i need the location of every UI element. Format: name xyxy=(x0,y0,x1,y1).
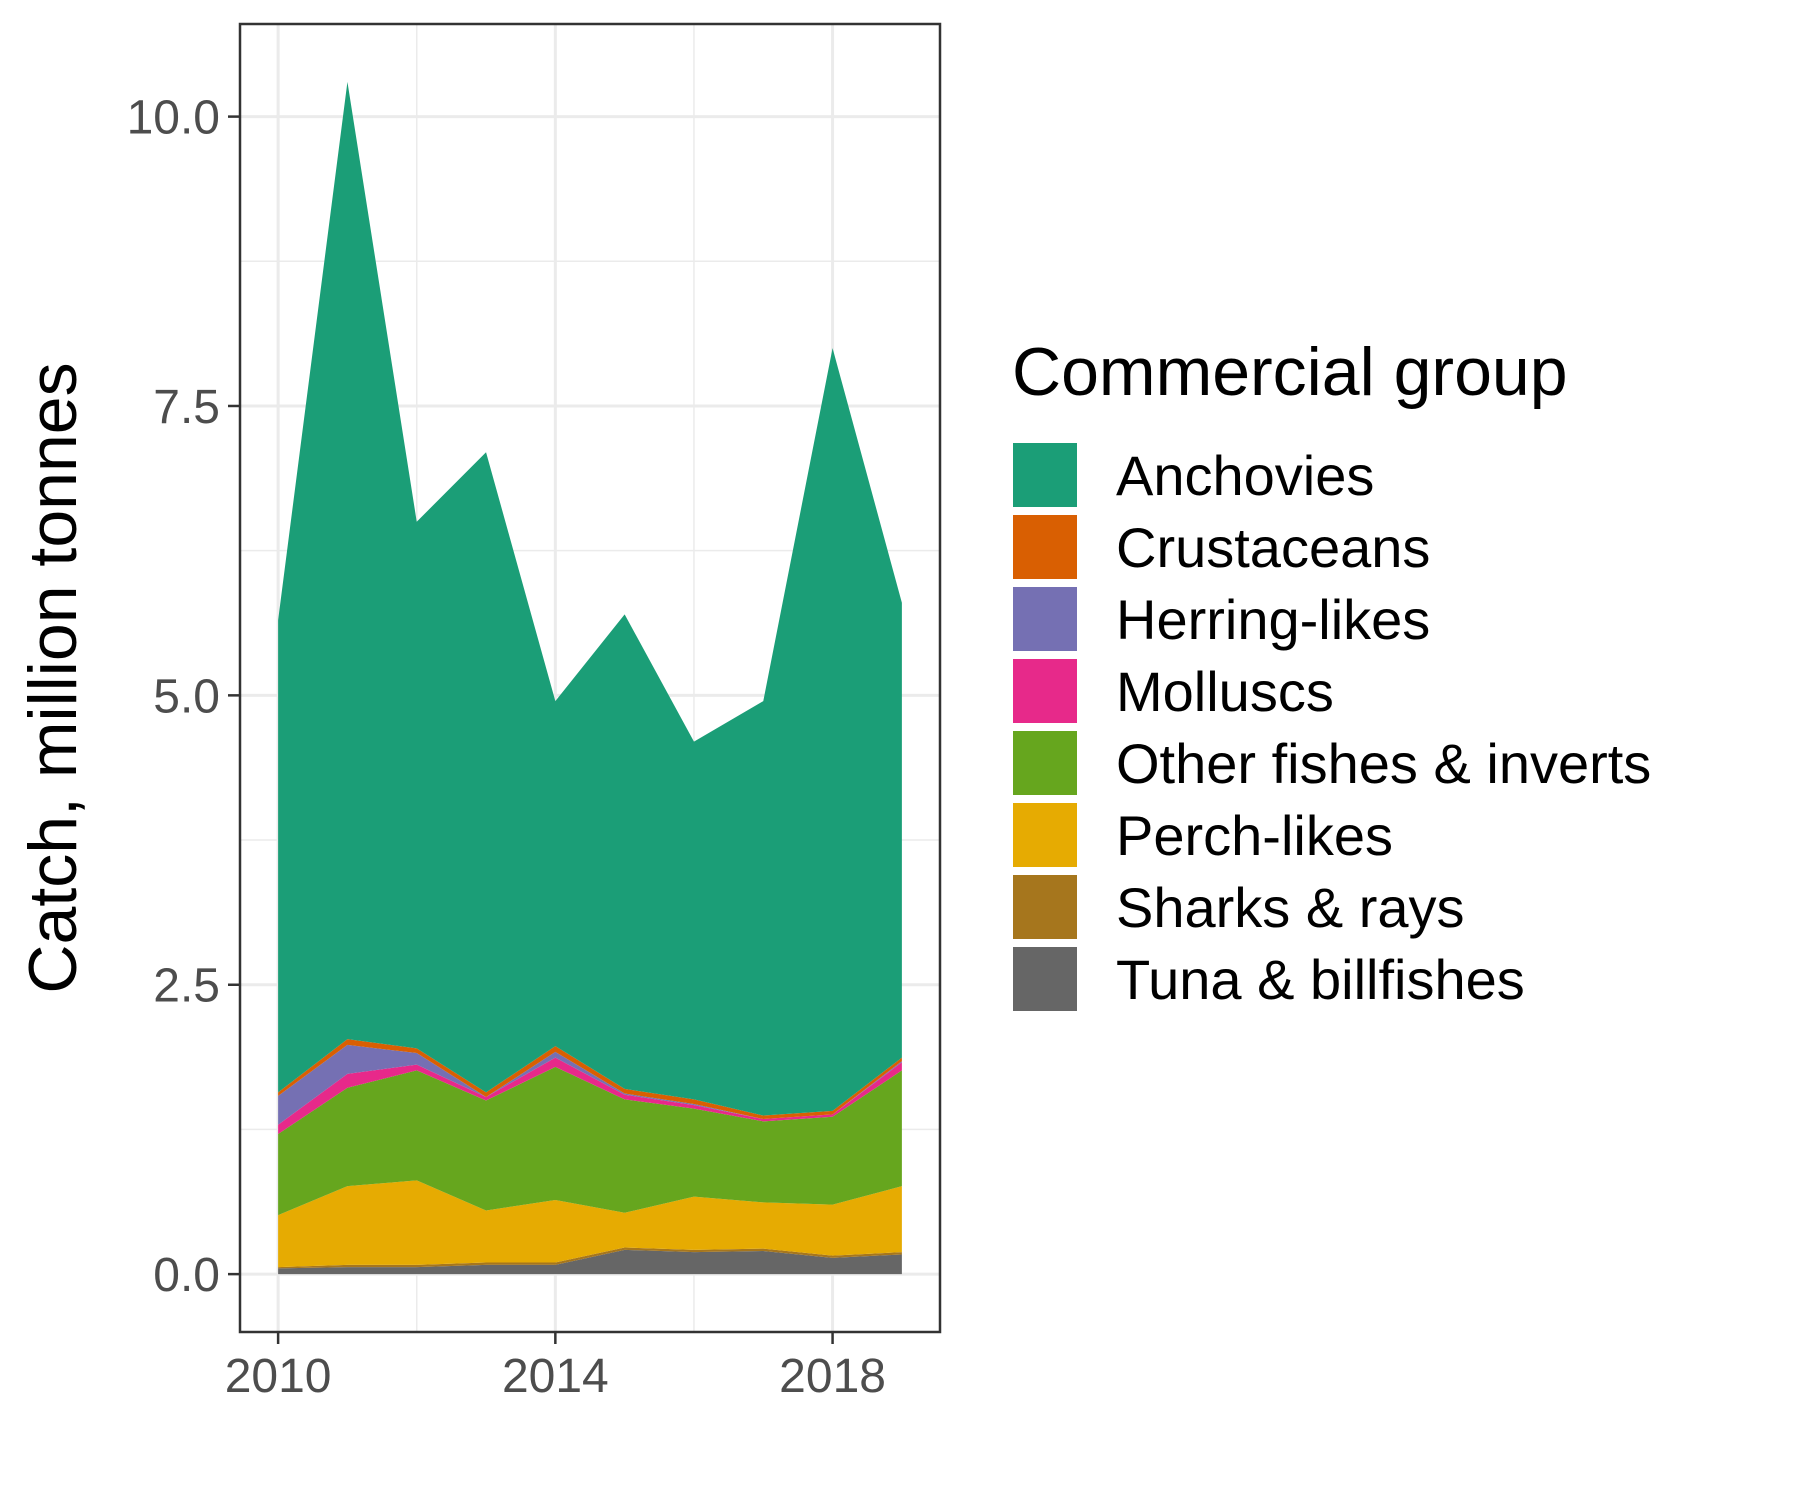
area-layers xyxy=(278,81,902,1275)
y-axis-title: Catch, million tonnes xyxy=(15,362,91,993)
x-tick-label: 2018 xyxy=(779,1350,886,1403)
x-axis: 2010 2014 2018 xyxy=(225,1332,886,1403)
legend-key-perch-likes xyxy=(1011,801,1079,869)
plot-border xyxy=(238,22,942,1334)
y-axis: 0.0 2.5 5.0 7.5 10.0 xyxy=(127,92,240,1302)
x-tick-label: 2010 xyxy=(225,1350,332,1403)
legend-key-herring-likes xyxy=(1011,585,1079,653)
y-tick-label: 0.0 xyxy=(153,1249,220,1302)
area-other-fishes-and-inverts xyxy=(278,1066,902,1216)
legend-label-herring-likes: Herring-likes xyxy=(1116,588,1430,651)
legend-key-molluscs xyxy=(1011,657,1079,725)
y-tick-label: 7.5 xyxy=(153,381,220,434)
x-tick-label: 2014 xyxy=(502,1350,609,1403)
area-crustaceans xyxy=(278,1039,902,1120)
legend-label-crustaceans: Crustaceans xyxy=(1116,516,1430,579)
legend-label-other-fishes-and-inverts: Other fishes & inverts xyxy=(1116,732,1651,795)
legend: Commercial group Anchovies Crustaceans Her… xyxy=(1011,334,1651,1013)
area-tuna-and-billfishes xyxy=(278,1249,902,1275)
y-tick-label: 2.5 xyxy=(153,960,220,1013)
legend-label-molluscs: Molluscs xyxy=(1116,660,1334,723)
y-tick-label: 10.0 xyxy=(127,92,220,145)
legend-key-tuna-and-billfishes xyxy=(1011,945,1079,1013)
y-tick-label: 5.0 xyxy=(153,670,220,723)
area-perch-likes xyxy=(278,1180,902,1268)
legend-items: Anchovies Crustaceans Herring-likes Mollusc… xyxy=(1011,441,1651,1013)
area-anchovies xyxy=(278,81,902,1116)
legend-label-sharks-and-rays: Sharks & rays xyxy=(1116,876,1465,939)
legend-key-sharks-and-rays xyxy=(1011,873,1079,941)
area-sharks-and-rays xyxy=(278,1247,902,1269)
area-herring-likes xyxy=(278,1044,902,1125)
legend-key-crustaceans xyxy=(1011,513,1079,581)
legend-label-tuna-and-billfishes: Tuna & billfishes xyxy=(1116,948,1525,1011)
legend-key-anchovies xyxy=(1011,441,1079,509)
legend-key-other-fishes-and-inverts xyxy=(1011,729,1079,797)
legend-title: Commercial group xyxy=(1012,334,1568,410)
legend-label-anchovies: Anchovies xyxy=(1116,444,1374,507)
area-molluscs xyxy=(278,1057,902,1135)
legend-label-perch-likes: Perch-likes xyxy=(1116,804,1393,867)
